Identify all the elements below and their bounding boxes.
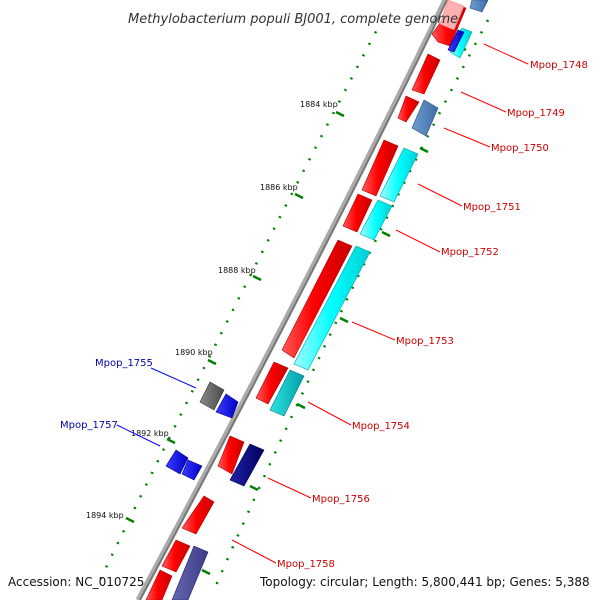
- tick-label-1890: 1890 kbp: [175, 348, 213, 357]
- gene-cyan-3[interactable]: [359, 199, 393, 241]
- major-ticks: [125, 44, 467, 576]
- label-mpop-1750[interactable]: Mpop_1750: [491, 143, 549, 154]
- gene-blue-1757a[interactable]: [165, 449, 189, 475]
- gene-red-8[interactable]: [217, 435, 245, 475]
- label-mpop-1754[interactable]: Mpop_1754: [352, 421, 410, 432]
- gene-blue-1757b[interactable]: [181, 459, 203, 481]
- label-mpop-1752[interactable]: Mpop_1752: [441, 247, 499, 258]
- gene-red-7[interactable]: [255, 361, 289, 405]
- gene-red-3[interactable]: [397, 95, 420, 123]
- inner-gene-track: [165, 381, 239, 481]
- gene-blue-1[interactable]: [447, 29, 465, 53]
- label-mpop-1748[interactable]: Mpop_1748: [530, 60, 588, 71]
- gene-steel-2[interactable]: [411, 99, 439, 137]
- label-leader-lines: [116, 43, 529, 564]
- gene-red-11[interactable]: [145, 569, 173, 600]
- gene-red-9[interactable]: [181, 495, 215, 535]
- genome-summary-text: Topology: circular; Length: 5,800,441 bp…: [259, 575, 590, 589]
- gene-red-5[interactable]: [342, 193, 373, 233]
- gene-red-10[interactable]: [161, 539, 191, 573]
- gene-slate-1[interactable]: [171, 545, 209, 600]
- gene-red-6[interactable]: [281, 239, 353, 359]
- label-mpop-1749[interactable]: Mpop_1749: [507, 108, 565, 119]
- label-mpop-1751[interactable]: Mpop_1751: [463, 202, 521, 213]
- reverse-cds-track: [171, 0, 489, 600]
- tick-label-1886: 1886 kbp: [260, 183, 298, 192]
- gene-pink-1[interactable]: [439, 0, 465, 31]
- gene-teal-1[interactable]: [269, 369, 305, 417]
- label-mpop-1756[interactable]: Mpop_1756: [312, 494, 370, 505]
- label-mpop-1757[interactable]: Mpop_1757: [60, 420, 118, 431]
- tick-label-1894: 1894 kbp: [86, 511, 124, 520]
- gene-steel-1[interactable]: [469, 0, 489, 13]
- map-title: Methylobacterium populi BJ001, complete …: [128, 12, 458, 27]
- label-mpop-1753[interactable]: Mpop_1753: [396, 336, 454, 347]
- gene-navy-1[interactable]: [229, 443, 265, 487]
- label-mpop-1758[interactable]: Mpop_1758: [277, 559, 335, 570]
- tick-label-1888: 1888 kbp: [218, 266, 256, 275]
- tick-label-1892: 1892 kbp: [131, 429, 169, 438]
- gene-red-2[interactable]: [411, 53, 441, 95]
- backbone-outer: [135, 0, 448, 600]
- accession-text: Accession: NC_010725: [8, 575, 144, 589]
- gene-gray-1755[interactable]: [199, 381, 225, 411]
- gene-cyan-4[interactable]: [293, 245, 371, 371]
- label-mpop-1755[interactable]: Mpop_1755: [95, 358, 153, 369]
- gene-blue-1755[interactable]: [215, 393, 239, 419]
- backbone-inner: [139, 0, 448, 600]
- tick-label-1884: 1884 kbp: [300, 100, 338, 109]
- forward-cds-track: [145, 3, 467, 600]
- gene-red-4[interactable]: [361, 139, 399, 197]
- gene-cyan-2[interactable]: [379, 147, 419, 203]
